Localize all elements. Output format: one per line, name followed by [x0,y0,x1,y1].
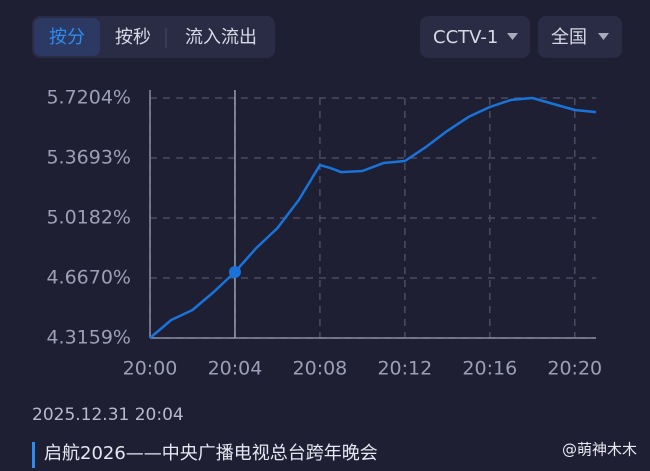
y-tick-label: 5.3693% [46,146,131,168]
dropdown-label[interactable]: CCTV-1 [433,27,498,48]
watermark: @萌神木木 [562,441,637,459]
accent-bar [32,442,35,468]
tab[interactable]: 按分 [49,27,85,48]
x-tick-label: 20:16 [462,358,517,380]
cursor-point [228,266,241,279]
line [149,96,597,339]
tab[interactable]: 按秒 [115,27,151,48]
dropdown[interactable] [420,16,530,58]
plot: 4.3159% 4.6670% 5.0182% 5.3693% 5.7204% 20:00… [46,87,602,380]
y-tick-label: 4.3159% [46,327,131,349]
tab[interactable]: 流入流出 [185,27,257,48]
tab-selected-bg [34,18,100,56]
x-tick-label: 20:20 [547,358,602,380]
dropdown[interactable] [538,16,622,58]
x-tick-label: 20:12 [377,358,432,380]
caret [507,33,518,40]
caret [598,33,609,40]
y-tick-label: 5.7204% [46,87,131,109]
cursor-time: 2025.12.31 20:04 [32,405,184,425]
x-tick-label: 20:04 [208,358,263,380]
x-tick-label: 20:00 [123,358,178,380]
y-tick-label: 4.6670% [46,267,131,289]
program-title: 启航2026——中央广播电视总台跨年晚会 [44,443,378,464]
x-tick-label: 20:08 [293,358,348,380]
dropdown-label[interactable]: 全国 [551,27,587,48]
y-tick-label: 5.0182% [46,206,131,228]
